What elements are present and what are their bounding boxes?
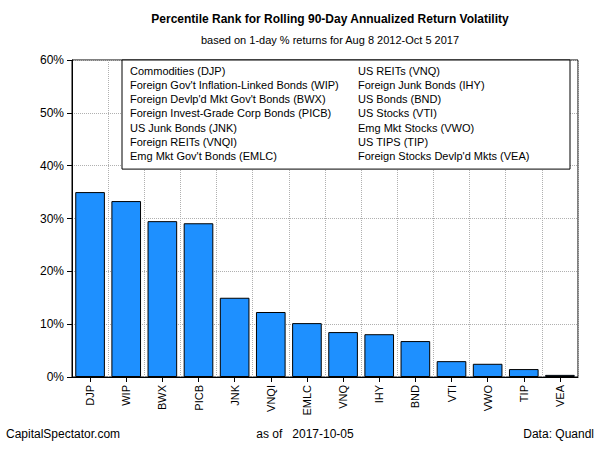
svg-text:30%: 30% <box>40 212 64 226</box>
svg-text:Foreign Devlp'd Mkt Gov't Bond: Foreign Devlp'd Mkt Gov't Bonds (BWX) <box>130 93 326 105</box>
svg-text:US Junk Bonds (JNK): US Junk Bonds (JNK) <box>130 122 237 134</box>
svg-text:Foreign Junk Bonds (IHY): Foreign Junk Bonds (IHY) <box>358 79 485 91</box>
svg-text:US Bonds (BND): US Bonds (BND) <box>358 93 441 105</box>
svg-text:VEA: VEA <box>554 384 566 407</box>
svg-text:VWO: VWO <box>482 385 494 412</box>
svg-text:US Stocks (VTI): US Stocks (VTI) <box>358 107 437 119</box>
svg-text:Foreign Gov't Inflation-Linked: Foreign Gov't Inflation-Linked Bonds (WI… <box>130 79 339 91</box>
svg-text:VNQ: VNQ <box>337 385 349 409</box>
svg-text:BWX: BWX <box>156 384 168 410</box>
svg-text:IHY: IHY <box>373 384 385 403</box>
svg-text:Emg Mkt Stocks (VWO): Emg Mkt Stocks (VWO) <box>358 122 474 134</box>
svg-text:0%: 0% <box>47 370 65 384</box>
svg-text:40%: 40% <box>40 159 64 173</box>
svg-text:US REITs (VNQ): US REITs (VNQ) <box>358 65 440 77</box>
svg-text:Foreign REITs (VNQI): Foreign REITs (VNQI) <box>130 136 237 148</box>
svg-text:VTI: VTI <box>446 385 458 402</box>
svg-text:based on 1-day % returns for A: based on 1-day % returns for Aug 8 2012-… <box>201 34 459 46</box>
svg-text:10%: 10% <box>40 317 64 331</box>
svg-text:Foreign Invest-Grade Corp Bond: Foreign Invest-Grade Corp Bonds (PICB) <box>130 107 331 119</box>
svg-text:TIP: TIP <box>518 385 530 402</box>
svg-text:Data: Quandl: Data: Quandl <box>523 427 594 441</box>
svg-text:Foreign Stocks Devlp'd Mkts (V: Foreign Stocks Devlp'd Mkts (VEA) <box>358 150 529 162</box>
svg-text:VNQI: VNQI <box>265 385 277 412</box>
svg-text:US TIPS (TIP): US TIPS (TIP) <box>358 136 428 148</box>
svg-text:JNK: JNK <box>229 384 241 405</box>
svg-text:WIP: WIP <box>120 385 132 406</box>
svg-text:Emg Mkt Gov't Bonds (EMLC): Emg Mkt Gov't Bonds (EMLC) <box>130 150 277 162</box>
svg-text:as of 2017-10-05: as of 2017-10-05 <box>256 427 354 441</box>
svg-text:EMLC: EMLC <box>301 385 313 416</box>
svg-text:CapitalSpectator.com: CapitalSpectator.com <box>6 427 120 441</box>
svg-text:BND: BND <box>409 385 421 408</box>
svg-text:Commodities (DJP): Commodities (DJP) <box>130 65 225 77</box>
svg-text:PICB: PICB <box>193 385 205 411</box>
svg-text:50%: 50% <box>40 106 64 120</box>
svg-text:DJP: DJP <box>84 385 96 406</box>
svg-text:Percentile Rank for Rolling 90: Percentile Rank for Rolling 90-Day Annua… <box>151 12 509 26</box>
svg-text:20%: 20% <box>40 264 64 278</box>
svg-text:60%: 60% <box>40 53 64 67</box>
